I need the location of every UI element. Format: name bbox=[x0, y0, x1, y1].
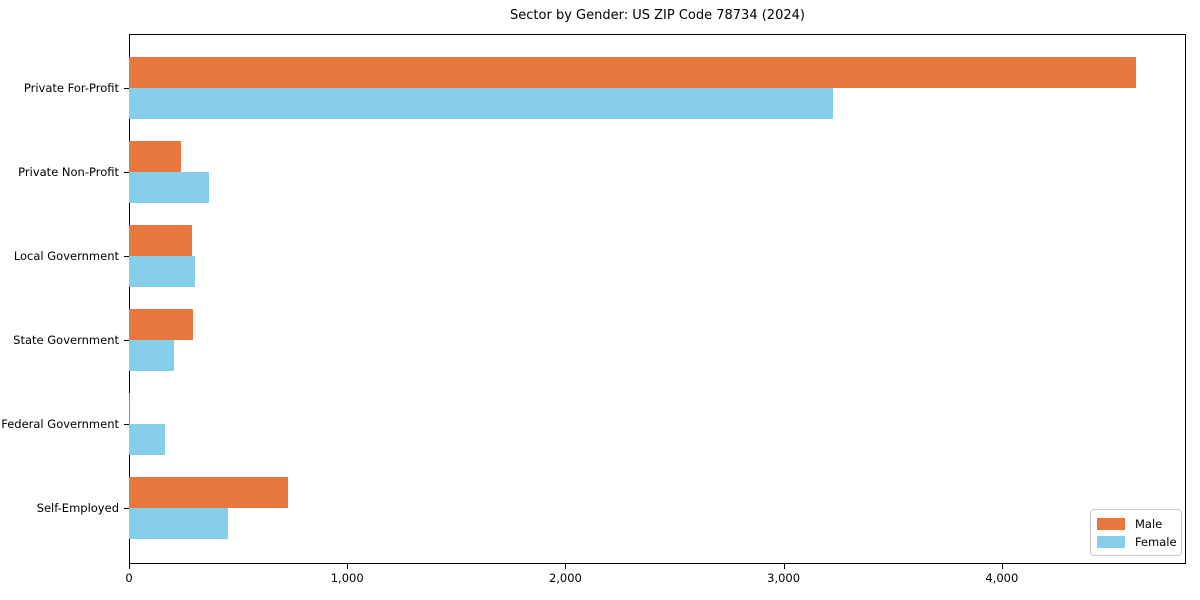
y-axis-tick bbox=[124, 340, 129, 341]
bar-male-federal-government bbox=[129, 393, 131, 424]
legend-entry-male: Male bbox=[1097, 515, 1181, 533]
plot-area bbox=[129, 34, 1186, 564]
bar-male-state-government bbox=[129, 309, 193, 340]
legend-entry-female: Female bbox=[1097, 533, 1181, 551]
legend-swatch-male-icon bbox=[1097, 518, 1125, 530]
bar-male-local-government bbox=[129, 225, 193, 256]
x-axis-tick bbox=[565, 564, 567, 569]
legend-swatch-female-icon bbox=[1097, 536, 1125, 548]
y-axis-label-local-government: Local Government bbox=[13, 249, 119, 263]
bar-female-self-employed bbox=[129, 508, 228, 539]
y-axis-label-self-employed: Self-Employed bbox=[36, 501, 119, 515]
y-axis-tick bbox=[124, 508, 129, 509]
y-axis-label-state-government: State Government bbox=[13, 333, 119, 347]
y-axis-label-federal-government: Federal Government bbox=[1, 417, 119, 431]
chart-title: Sector by Gender: US ZIP Code 78734 (202… bbox=[510, 8, 805, 23]
y-axis-label-private-non-profit: Private Non-Profit bbox=[18, 165, 119, 179]
x-axis-tick bbox=[347, 564, 349, 569]
bar-male-private-for-profit bbox=[129, 57, 1136, 88]
bar-female-private-for-profit bbox=[129, 88, 834, 119]
x-axis-label-0: 0 bbox=[125, 571, 133, 585]
x-axis-tick bbox=[783, 564, 785, 569]
y-axis-tick bbox=[124, 172, 129, 173]
x-axis-label-2-000: 2,000 bbox=[548, 571, 582, 585]
x-axis-tick bbox=[129, 564, 130, 569]
x-axis-label-3-000: 3,000 bbox=[767, 571, 801, 585]
x-axis-tick bbox=[1001, 564, 1003, 569]
bar-male-private-non-profit bbox=[129, 141, 182, 172]
bar-male-self-employed bbox=[129, 477, 288, 508]
x-axis-label-4-000: 4,000 bbox=[985, 571, 1019, 585]
y-axis-tick bbox=[124, 256, 129, 257]
bar-female-local-government bbox=[129, 256, 195, 287]
y-axis-tick bbox=[124, 424, 129, 425]
bar-female-private-non-profit bbox=[129, 172, 209, 203]
legend-label-male: Male bbox=[1135, 517, 1163, 531]
bar-female-federal-government bbox=[129, 424, 165, 455]
x-axis-label-1-000: 1,000 bbox=[330, 571, 364, 585]
y-axis-label-private-for-profit: Private For-Profit bbox=[23, 81, 119, 95]
legend: Male Female bbox=[1090, 509, 1182, 556]
y-axis-tick bbox=[124, 88, 129, 89]
legend-label-female: Female bbox=[1135, 535, 1177, 549]
bar-female-state-government bbox=[129, 340, 174, 371]
